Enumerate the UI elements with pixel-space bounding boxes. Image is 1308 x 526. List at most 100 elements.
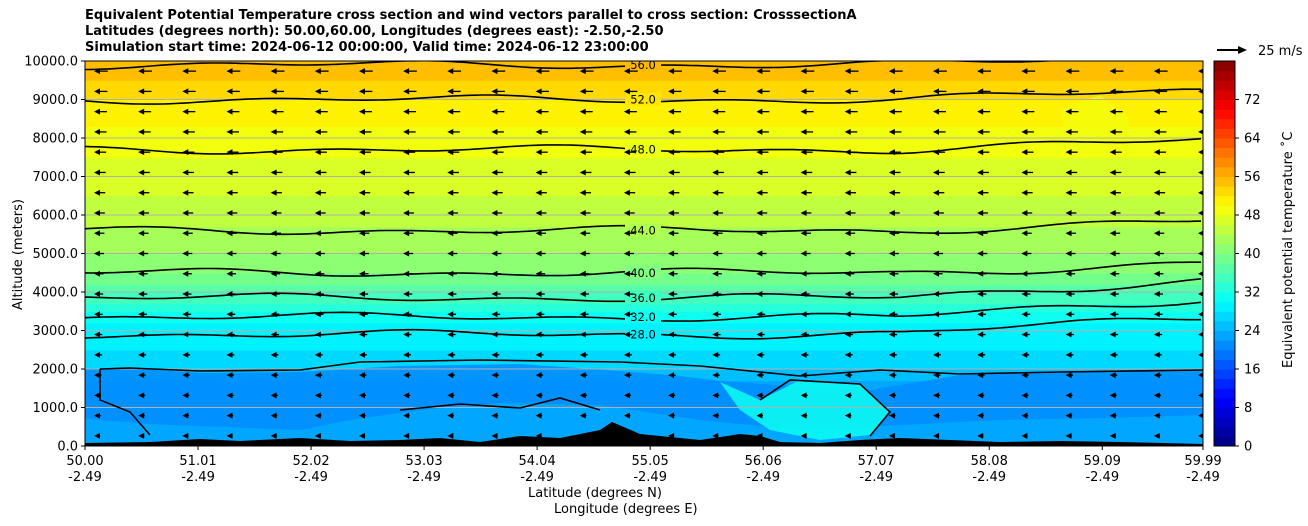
wind-vector-head (1021, 149, 1028, 156)
wind-vector-head (226, 331, 233, 338)
wind-vector-head (535, 108, 542, 115)
wind-vector-head (182, 88, 189, 95)
wind-vector-head (1109, 432, 1116, 439)
wind-vector-head (226, 88, 233, 95)
wind-vector-head (844, 189, 851, 196)
colorbar-tick-label: 8 (1244, 401, 1252, 416)
wind-vector-head (756, 88, 763, 95)
wind-vector-head (800, 351, 807, 358)
terrain-profile (85, 422, 1203, 446)
wind-vector-head (447, 270, 454, 277)
wind-vector-head (977, 88, 984, 95)
contour-label: 44.0 (630, 223, 656, 237)
colorbar-band (1214, 109, 1235, 120)
wind-vector-head (623, 270, 630, 277)
wind-vector-head (138, 169, 145, 176)
wind-vector-head (756, 311, 763, 318)
wind-vector-head (1065, 149, 1072, 156)
colorbar-band (1214, 330, 1235, 341)
colorbar-band (1214, 407, 1235, 418)
wind-vector-head (491, 311, 498, 318)
wind-vector-head (712, 331, 719, 338)
contour-label-bg (625, 265, 661, 279)
x-tick-label-lon: -2.49 (520, 470, 554, 485)
field-band (85, 322, 1203, 328)
wind-vector-head (888, 412, 895, 419)
wind-vector-head (403, 291, 410, 298)
wind-vector-head (1021, 128, 1028, 135)
wind-vector-head (94, 372, 100, 379)
colorbar-band (1214, 89, 1235, 100)
wind-vector-head (1065, 128, 1072, 135)
colorbar-band (1214, 128, 1235, 139)
field-band (85, 211, 1203, 216)
wind-vector-head (977, 68, 984, 75)
wind-vector-head (623, 149, 630, 156)
wind-vector-head (1109, 351, 1116, 358)
wind-vector-head (977, 189, 984, 196)
wind-vector-head (447, 88, 454, 95)
wind-vector-head (1153, 108, 1160, 115)
wind-vector-head (623, 372, 630, 379)
wind-vector-head (888, 108, 895, 115)
wind-vector-head (491, 412, 498, 419)
colorbar-band (1214, 388, 1235, 399)
wind-vector-head (403, 230, 410, 237)
wind-vector-head (1109, 311, 1116, 318)
wind-vector-head (403, 149, 410, 156)
y-axis: 0.0 1000.0 2000.0 3000.0 4000.0 5000.0 6000.0 7… (24, 55, 85, 455)
wind-vector-head (623, 351, 630, 358)
wind-vector-head (1153, 169, 1160, 176)
wind-vector-head (800, 68, 807, 75)
wind-vector-head (226, 108, 233, 115)
wind-vector-head (1021, 88, 1028, 95)
wind-vector-head (358, 88, 365, 95)
wind-vector-head (1153, 331, 1160, 338)
wind-vector-head (800, 230, 807, 237)
y-tick-label: 9000.0 (33, 93, 79, 108)
wind-vector-head (844, 128, 851, 135)
wind-vector-head (1198, 251, 1203, 256)
field-band (85, 134, 1203, 139)
field-band (85, 195, 1203, 201)
field-band (85, 303, 1203, 308)
wind-vector-head (800, 291, 807, 298)
x-tick-label-lon: -2.49 (633, 470, 667, 485)
wind-vector-head (668, 209, 675, 216)
wind-vector-head (933, 432, 940, 439)
wind-vector-head (447, 372, 454, 379)
wind-vector-head (712, 108, 719, 115)
wind-vector-head (403, 351, 410, 358)
wind-vector-head (844, 149, 851, 156)
field-band (85, 353, 1203, 359)
wind-vector-head (535, 351, 542, 358)
wind-vector-head (138, 351, 145, 358)
wind-vector-head (977, 108, 984, 115)
wind-vector-head (977, 412, 984, 419)
wind-vector-head (447, 250, 454, 257)
wind-vector-head (756, 372, 763, 379)
wind-vector-head (1021, 412, 1028, 419)
colorbar-band (1214, 369, 1235, 380)
wind-vector-head (1153, 270, 1160, 277)
wind-vector-head (623, 209, 630, 216)
wind-vector-head (888, 209, 895, 216)
wind-vector-head (403, 412, 410, 419)
terrain (85, 422, 1203, 446)
field-band (85, 365, 1203, 370)
wind-vector-head (1198, 129, 1203, 135)
field-band (85, 349, 1203, 355)
colorbar-tick-label: 16 (1244, 363, 1261, 378)
wind-vector-head (933, 209, 940, 216)
contour-label: 32.0 (630, 310, 656, 324)
wind-vector-head (623, 432, 630, 439)
wind-vector-head (182, 230, 189, 237)
wind-vector-head (1198, 190, 1203, 196)
wind-vector-head (491, 128, 498, 135)
wind-vector-head (535, 311, 542, 318)
wind-vector-head (1021, 432, 1028, 439)
wind-vector-head (1065, 432, 1072, 439)
wind-vector-head (844, 392, 851, 399)
wind-vector-head (403, 68, 410, 75)
wind-vector-head (844, 291, 851, 298)
